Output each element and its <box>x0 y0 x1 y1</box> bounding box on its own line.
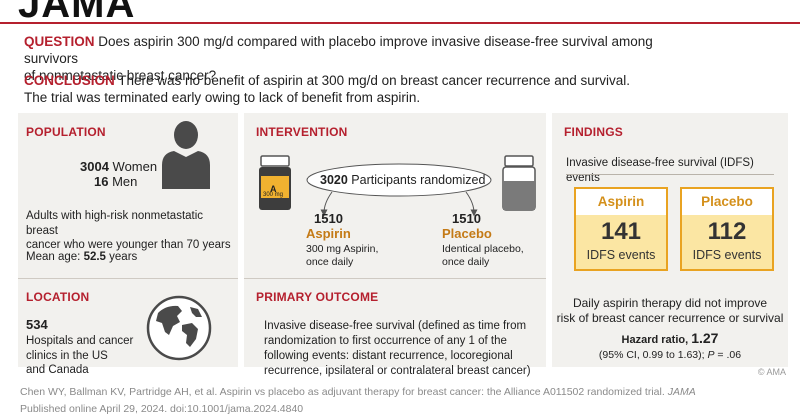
men-label: Men <box>112 174 138 189</box>
copyright-mark: © AMA <box>757 367 786 377</box>
findings-subtitle-rule <box>566 174 774 175</box>
mean-age-label: Mean age: <box>26 251 81 263</box>
p-value-text: = .06 <box>717 349 742 361</box>
placebo-arm-count: 1510 <box>452 211 481 226</box>
mean-age-unit: years <box>109 251 138 263</box>
randomized-count: 3020 <box>320 173 348 187</box>
hazard-ratio-value: 1.27 <box>691 330 719 346</box>
globe-icon <box>146 295 212 361</box>
aspirin-bottle-dose: 300 mg <box>263 192 284 198</box>
conclusion-label: CONCLUSION <box>24 73 115 88</box>
location-line3: and Canada <box>26 364 89 376</box>
placebo-finding-label: Placebo <box>682 189 772 215</box>
mean-age-value: 52.5 <box>83 251 106 263</box>
aspirin-finding-box: Aspirin 141 IDFS events <box>574 187 668 271</box>
randomized-label: Participants randomized <box>351 173 486 187</box>
location-heading: LOCATION <box>26 290 90 304</box>
primary-outcome-text: Invasive disease-free survival (defined … <box>264 320 531 377</box>
findings-subtitle: Invasive disease-free survival (IDFS) ev… <box>566 157 754 184</box>
placebo-arm-name: Placebo <box>442 226 492 241</box>
middle-panel-divider <box>244 278 546 279</box>
population-heading: POPULATION <box>26 125 106 139</box>
left-panel-divider <box>18 278 238 279</box>
hazard-ratio-row: Hazard ratio, 1.27 <box>552 331 788 348</box>
placebo-arm-desc: Identical placebo, once daily <box>442 243 524 268</box>
randomized-text: 3020 Participants randomized <box>320 173 485 188</box>
journal-logo: JAMA <box>18 0 136 26</box>
findings-heading: FINDINGS <box>564 125 623 139</box>
aspirin-finding-unit: IDFS events <box>586 248 656 262</box>
mean-age-row: Mean age: 52.5 years <box>26 250 137 265</box>
citation-line1: Chen WY, Ballman KV, Partridge AH, et al… <box>20 386 696 398</box>
men-count-row: 16 Men <box>94 174 138 190</box>
placebo-finding-value: 112 <box>707 218 747 245</box>
header-rule <box>0 22 800 24</box>
location-line2: clinics in the US <box>26 349 108 362</box>
primary-outcome-heading: PRIMARY OUTCOME <box>256 290 379 304</box>
citation-journal: JAMA <box>667 386 696 398</box>
person-icon <box>162 121 210 189</box>
population-description: Adults with high-risk nonmetastatic brea… <box>26 209 238 253</box>
placebo-bottle-icon <box>502 155 536 211</box>
confidence-interval-row: (95% CI, 0.99 to 1.63); P = .06 <box>552 348 788 363</box>
population-desc-line1: Adults with high-risk nonmetastatic brea… <box>26 210 204 237</box>
confidence-interval-text: (95% CI, 0.99 to 1.63); <box>598 349 705 361</box>
conclusion-block: CONCLUSION There was no benefit of aspir… <box>24 72 664 106</box>
aspirin-bottle-letter: A <box>270 184 277 194</box>
women-count-row: 3004 Women <box>80 159 158 175</box>
hazard-ratio-label: Hazard ratio, <box>621 334 689 346</box>
question-line1: Does aspirin 300 mg/d compared with plac… <box>24 34 653 66</box>
women-count: 3004 <box>80 159 109 174</box>
location-line1: Hospitals and cancer <box>26 335 134 347</box>
women-label: Women <box>112 159 158 174</box>
placebo-finding-box: Placebo 112 IDFS events <box>680 187 774 271</box>
location-count: 534 <box>26 317 48 332</box>
randomization-diagram <box>306 163 492 217</box>
findings-summary: Daily aspirin therapy did not improve ri… <box>556 296 784 325</box>
location-description: Hospitals and cancer clinics in the US a… <box>26 334 133 378</box>
question-block: QUESTION Does aspirin 300 mg/d compared … <box>24 33 664 84</box>
men-count: 16 <box>94 174 109 189</box>
population-desc-line2: cancer who were younger than 70 years <box>26 239 231 251</box>
intervention-outcome-panel: INTERVENTION A 300 mg 3020 Participants … <box>244 113 546 377</box>
p-value-label: P <box>707 349 715 361</box>
aspirin-bottle-icon <box>259 155 291 210</box>
aspirin-finding-value: 141 <box>600 218 642 245</box>
citation-line2: Published online April 29, 2024. doi:10.… <box>20 403 304 415</box>
conclusion-line1: There was no benefit of aspirin at 300 m… <box>118 73 631 88</box>
aspirin-arm-name: Aspirin <box>306 226 351 241</box>
aspirin-arm-desc: 300 mg Aspirin, once daily <box>306 243 379 268</box>
question-line2: of nonmetastatic breast cancer? <box>24 68 217 83</box>
aspirin-finding-label: Aspirin <box>576 189 666 215</box>
population-location-panel: POPULATION 3004 Women 16 Men Adults with… <box>18 113 238 376</box>
question-label: QUESTION <box>24 34 95 49</box>
intervention-heading: INTERVENTION <box>256 125 348 139</box>
conclusion-line2: The trial was terminated early owing to … <box>24 90 421 105</box>
aspirin-arm-count: 1510 <box>314 211 343 226</box>
placebo-finding-unit: IDFS events <box>692 248 762 262</box>
